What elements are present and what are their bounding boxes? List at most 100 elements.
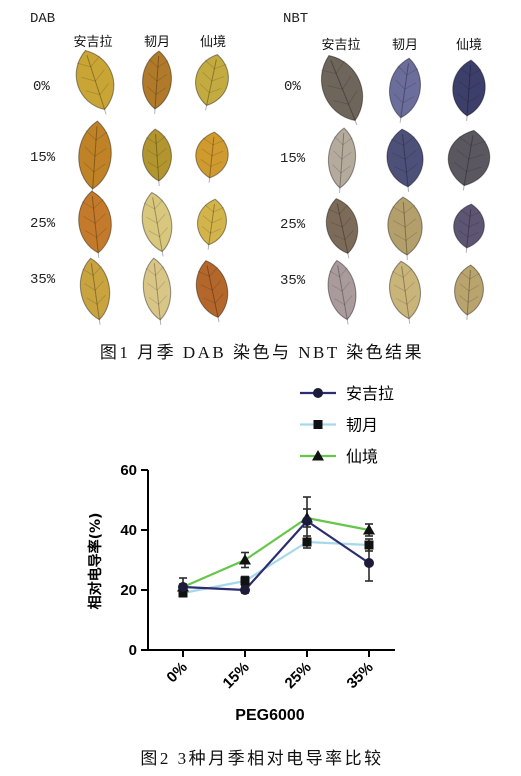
leaf-midrib: [466, 65, 472, 121]
legend-item: 仙境: [300, 447, 378, 466]
leaf-vein: [86, 294, 106, 305]
leaf-vein: [330, 217, 351, 228]
leaf-vein: [143, 199, 164, 210]
leaf-vein: [456, 149, 484, 160]
nbt-panel-title: NBT: [283, 11, 308, 27]
data-point: [240, 576, 250, 586]
leaf-midrib: [206, 265, 220, 323]
leaf-vein: [331, 281, 351, 292]
leaf-vein: [459, 67, 482, 77]
leaf-blade: [452, 59, 486, 117]
leaf-blade: [142, 50, 173, 110]
data-point: [178, 588, 188, 598]
nbt-column-header: 仙境: [456, 38, 482, 53]
figure-2-caption: 图2 3种月季相对电导率比较: [140, 749, 383, 768]
figure-1-caption: 图1 月季 DAB 染色与 NBT 染色结果: [100, 343, 424, 362]
leaf-vein: [460, 209, 481, 217]
leaf-blade: [447, 129, 491, 187]
x-tick-label: 35%: [344, 659, 377, 692]
leaf-blade: [142, 128, 172, 182]
leaf-blade: [320, 54, 364, 122]
leaf-midrib: [336, 203, 350, 259]
data-point: [239, 554, 251, 565]
nbt-leaf-row4-col1: [327, 259, 357, 325]
leaf-vein: [84, 280, 104, 291]
leaf-vein: [201, 225, 221, 234]
y-axis-title: 相对电导率(%): [87, 513, 104, 610]
leaf-vein: [327, 75, 352, 90]
leaf-vein: [197, 266, 219, 277]
legend-label: 安吉拉: [346, 384, 394, 403]
leaf-blade: [196, 198, 228, 246]
leaf-vein: [84, 146, 107, 157]
series-line: [182, 516, 370, 589]
dab-leaf-row1-col2: [142, 50, 173, 114]
leaf-vein: [453, 161, 482, 173]
leaf-vein: [200, 159, 223, 167]
leaf-midrib: [402, 202, 408, 260]
leaf-vein: [459, 283, 480, 292]
leaf-vein: [329, 267, 348, 278]
leaf-vein: [333, 230, 354, 241]
leaf-vein: [76, 55, 101, 68]
leaf-vein: [458, 229, 479, 238]
y-tick-label: 20: [120, 582, 137, 599]
leaf-vein: [332, 164, 351, 174]
dab-leaf-row2-col1: [78, 120, 112, 194]
dab-panel-title: DAB: [30, 11, 55, 27]
leaf-vein: [333, 150, 352, 160]
leaf-blade: [141, 191, 173, 253]
leaf-vein: [397, 65, 419, 76]
nbt-column-header: 安吉拉: [321, 38, 360, 53]
leaf-midrib: [466, 270, 471, 320]
leaf-vein: [204, 204, 224, 213]
leaf-blade: [195, 131, 229, 179]
dab-row-label: 35%: [30, 272, 56, 288]
nbt-leaf-row3-col3: [453, 203, 485, 253]
leaf-vein: [202, 137, 225, 146]
nbt-leaf-row2-col2: [386, 128, 424, 192]
nbt-leaf-row1-col2: [388, 57, 422, 123]
leaf-blade: [388, 57, 422, 119]
leaf-blade: [386, 128, 424, 188]
dab-leaf-row1-col1: [75, 49, 115, 115]
leaf-blade: [79, 257, 111, 321]
leaf-blade: [327, 127, 357, 189]
leaf-vein: [146, 148, 167, 157]
leaf-blade: [195, 53, 229, 107]
leaf-vein: [81, 69, 105, 82]
x-tick-label: 15%: [220, 659, 253, 692]
leaf-vein: [458, 295, 479, 303]
nbt-leaf-row4-col3: [454, 264, 484, 320]
leaf-midrib: [330, 59, 358, 126]
nbt-leaf-row1-col3: [452, 59, 486, 121]
leaf-midrib: [155, 134, 160, 186]
nbt-leaf-row2-col1: [327, 127, 357, 193]
dab-leaf-row1-col3: [195, 53, 229, 111]
data-point: [240, 585, 250, 595]
leaf-midrib: [462, 135, 474, 191]
leaf-midrib: [205, 59, 217, 111]
leaf-midrib: [401, 266, 411, 324]
leaf-vein: [82, 265, 102, 276]
legend-item: 韧月: [300, 416, 378, 435]
dab-column-header: 仙境: [200, 35, 226, 50]
leaf-blade: [75, 49, 115, 111]
leaf-vein: [84, 227, 107, 238]
dab-leaf-row3-col3: [196, 198, 228, 250]
leaf-vein: [146, 85, 167, 95]
leaf-vein: [327, 204, 349, 215]
series-line: [182, 540, 370, 595]
leaf-vein: [145, 266, 164, 276]
data-point: [364, 558, 374, 568]
x-tick-label: 25%: [282, 659, 315, 692]
leaf-midrib: [91, 126, 98, 194]
leaf-vein: [393, 93, 415, 104]
data-point: [363, 524, 375, 535]
dab-leaf-row4-col1: [79, 257, 111, 325]
x-axis-title: PEG6000: [235, 707, 304, 724]
chart-series: [177, 496, 375, 598]
data-point: [302, 537, 312, 547]
leaf-vein: [393, 281, 415, 292]
